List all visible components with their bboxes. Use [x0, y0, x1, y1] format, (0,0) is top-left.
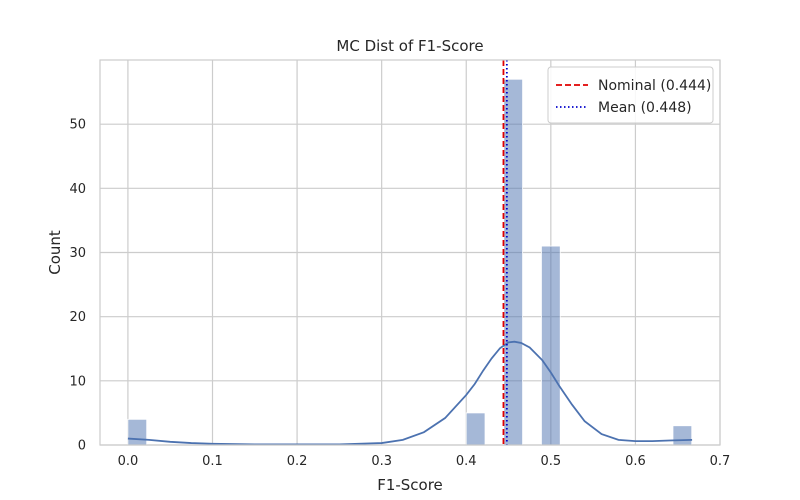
- y-tick-label-4: 40: [69, 182, 86, 197]
- histogram-bar-3: [541, 245, 561, 446]
- y-tick-labels: 0 10 20 30 40 50: [69, 118, 86, 454]
- legend: Nominal (0.444) Mean (0.448): [547, 66, 714, 124]
- legend-label-mean: Mean (0.448): [598, 100, 692, 116]
- x-tick-labels: 0.0 0.1 0.2 0.3 0.4 0.5 0.6 0.7: [118, 454, 731, 469]
- x-axis-label: F1-Score: [377, 476, 443, 494]
- legend-box: [547, 66, 714, 124]
- x-tick-label-1: 0.1: [202, 454, 223, 469]
- histogram-bar-2: [503, 78, 523, 446]
- x-tick-label-0: 0.0: [118, 454, 139, 469]
- chart-title: MC Dist of F1-Score: [336, 37, 483, 55]
- reference-lines: [502, 60, 508, 445]
- y-tick-label-3: 30: [69, 246, 86, 261]
- kde-curve: [127, 340, 693, 446]
- x-tick-label-6: 0.6: [625, 454, 646, 469]
- y-tick-label-0: 0: [78, 439, 86, 454]
- x-tick-label-5: 0.5: [540, 454, 561, 469]
- y-tick-label-2: 20: [69, 310, 86, 325]
- x-tick-label-4: 0.4: [456, 454, 477, 469]
- legend-label-nominal: Nominal (0.444): [598, 78, 711, 94]
- y-tick-label-1: 10: [69, 374, 86, 389]
- x-tick-label-3: 0.3: [371, 454, 392, 469]
- y-tick-label-5: 50: [69, 118, 86, 133]
- x-tick-label-7: 0.7: [710, 454, 731, 469]
- y-axis-label: Count: [46, 230, 64, 275]
- x-tick-label-2: 0.2: [287, 454, 308, 469]
- plot-frame: [99, 59, 721, 446]
- histogram-bar-0: [127, 418, 148, 446]
- histogram-bar-4: [672, 425, 693, 446]
- histogram-bar-1: [465, 412, 486, 446]
